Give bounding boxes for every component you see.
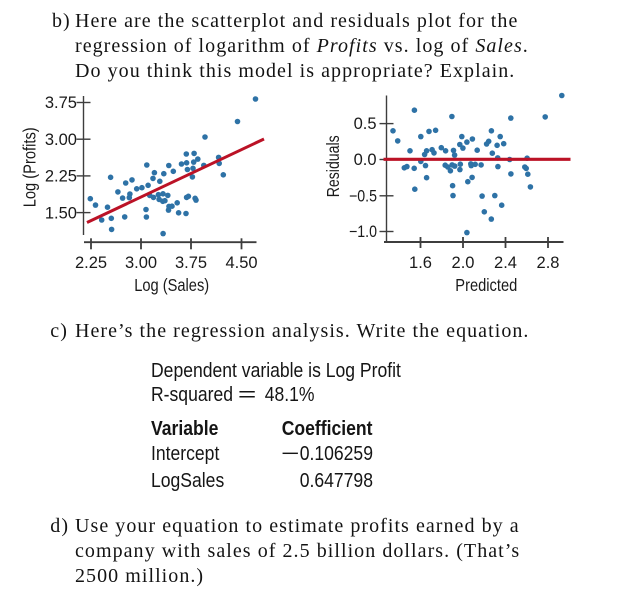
svg-text:2.25: 2.25: [45, 168, 77, 186]
svg-text:3.00: 3.00: [125, 254, 157, 272]
svg-text:1.6: 1.6: [409, 254, 432, 272]
svg-text:2.25: 2.25: [75, 254, 107, 272]
svg-text:Residuals: Residuals: [323, 135, 343, 197]
svg-text:3.75: 3.75: [175, 254, 207, 272]
svg-text:2.0: 2.0: [452, 254, 475, 272]
svg-text:2.8: 2.8: [537, 254, 560, 272]
svg-text:0.0: 0.0: [354, 151, 377, 169]
svg-text:Predicted: Predicted: [455, 275, 517, 295]
svg-text:0.5: 0.5: [354, 115, 377, 133]
svg-text:2.4: 2.4: [494, 254, 517, 272]
svg-text:−1.0: −1.0: [349, 223, 377, 241]
svg-text:−0.5: −0.5: [349, 187, 377, 205]
svg-text:3.00: 3.00: [45, 131, 77, 149]
svg-text:4.50: 4.50: [225, 254, 257, 272]
svg-text:Log (Sales): Log (Sales): [134, 275, 209, 295]
svg-text:1.50: 1.50: [45, 204, 77, 222]
svg-text:3.75: 3.75: [45, 94, 77, 112]
svg-text:Log (Profits): Log (Profits): [20, 127, 40, 207]
